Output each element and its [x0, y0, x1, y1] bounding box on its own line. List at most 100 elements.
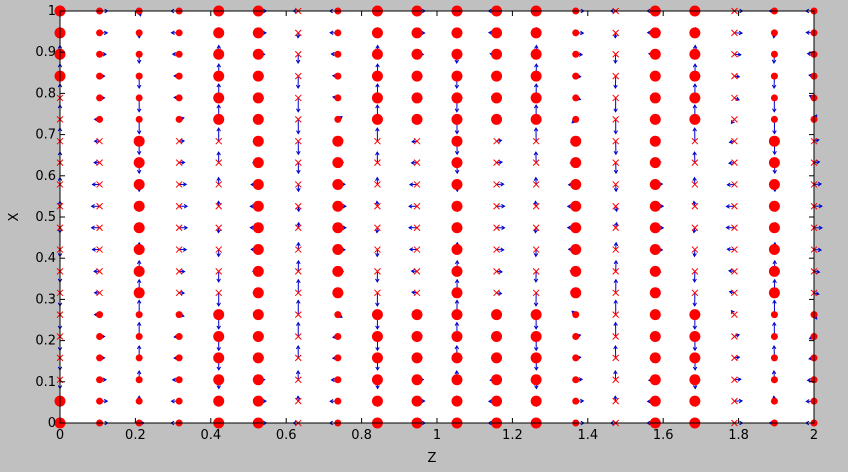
marker-cross-3-11 — [175, 181, 183, 188]
arrow-1-10 — [90, 204, 100, 209]
arrow-19-7 — [813, 269, 821, 274]
marker-dot-12-18 — [530, 27, 542, 39]
marker-small-dot-7-18 — [334, 29, 342, 37]
marker-dot-15-16 — [649, 70, 661, 82]
marker-cross-12-12 — [532, 159, 540, 166]
marker-dot-4-2 — [213, 374, 225, 386]
arrow-3-8 — [179, 247, 188, 252]
marker-dot-16-1 — [689, 395, 701, 407]
arrow-8-10 — [374, 200, 380, 207]
arrow-11-7 — [496, 269, 503, 274]
marker-small-dot-7-4 — [334, 332, 342, 340]
marker-dot-8-18 — [371, 27, 383, 39]
marker-dot-9-16 — [411, 70, 423, 82]
x-tick-label-9: 1.8 — [728, 428, 749, 443]
marker-dot-8-3 — [371, 352, 383, 364]
marker-cross-6-16 — [294, 72, 302, 80]
marker-dot-11-15 — [491, 92, 503, 104]
marker-dot-4-17 — [213, 48, 225, 60]
marker-dot-8-15 — [371, 92, 383, 104]
x-tick-label-8: 1.6 — [653, 428, 674, 443]
marker-small-dot-2-18 — [135, 29, 143, 37]
arrow-6-3 — [295, 344, 301, 358]
arrow-9-10 — [408, 204, 418, 209]
marker-dot-12-5 — [530, 309, 542, 321]
marker-dot-11-18 — [491, 27, 503, 39]
marker-dot-2-6 — [133, 287, 145, 299]
marker-small-dot-13-18 — [572, 29, 580, 37]
marker-dot-5-8 — [252, 244, 264, 256]
marker-small-dot-3-15 — [175, 94, 183, 102]
arrow-1-7 — [93, 269, 100, 274]
marker-dot-13-13 — [570, 135, 582, 147]
marker-cross-3-7 — [175, 268, 183, 275]
marker-dot-5-18 — [252, 27, 264, 39]
marker-dot-8-5 — [371, 309, 383, 321]
marker-dot-16-3 — [689, 352, 701, 364]
marker-cross-6-6 — [294, 289, 302, 297]
marker-cross-1-10 — [96, 202, 103, 210]
marker-dot-7-12 — [332, 157, 344, 169]
x-tick-label-5: 1 — [433, 428, 441, 443]
marker-cross-1-7 — [96, 268, 103, 275]
y-tick-label-5: 0.5 — [35, 210, 56, 225]
marker-cross-4-13 — [215, 137, 223, 145]
marker-dot-5-16 — [252, 70, 264, 82]
y-tick-label-10: 1 — [48, 4, 56, 19]
arrow-12-6 — [533, 292, 539, 307]
arrow-14-8 — [613, 241, 619, 250]
marker-small-dot-18-16 — [770, 72, 778, 80]
marker-cross-8-9 — [374, 224, 381, 232]
marker-dot-4-15 — [213, 92, 225, 104]
marker-dot-16-5 — [689, 309, 701, 321]
marker-dot-15-17 — [649, 48, 661, 60]
marker-cross-16-10 — [691, 202, 699, 210]
marker-dot-10-11 — [451, 178, 463, 190]
marker-small-dot-2-14 — [135, 115, 143, 123]
marker-small-dot-13-14 — [572, 115, 580, 123]
marker-dot-5-14 — [252, 113, 264, 125]
marker-cross-17-7 — [731, 268, 738, 275]
marker-dot-10-5 — [451, 309, 463, 321]
marker-dot-7-13 — [332, 135, 344, 147]
arrow-19-8 — [813, 247, 823, 253]
arrow-14-5 — [613, 299, 618, 315]
marker-dot-15-15 — [649, 92, 661, 104]
marker-dot-10-2 — [451, 374, 463, 386]
arrow-17-11 — [726, 182, 735, 187]
marker-cross-6-1 — [294, 397, 302, 405]
arrow-6-15 — [295, 97, 301, 113]
arrow-1-9 — [90, 225, 100, 230]
marker-cross-14-11 — [612, 181, 620, 188]
arrow-16-7 — [692, 271, 697, 283]
arrow-17-2 — [734, 377, 742, 382]
arrow-12-12 — [533, 151, 539, 163]
marker-small-dot-18-14 — [770, 115, 778, 123]
marker-small-dot-3-1 — [175, 397, 183, 405]
y-tick-label-7: 0.7 — [35, 128, 56, 143]
marker-cross-17-8 — [731, 246, 738, 253]
marker-small-dot-13-4 — [572, 332, 580, 340]
x-tick-label-2: 0.4 — [200, 428, 221, 443]
marker-cross-17-18 — [731, 29, 738, 37]
marker-dot-16-17 — [689, 48, 701, 60]
arrow-9-8 — [408, 247, 418, 252]
marker-dot-5-2 — [252, 374, 264, 386]
marker-dot-15-9 — [649, 222, 661, 234]
arrow-14-4 — [613, 321, 618, 337]
marker-small-dot-2-3 — [135, 354, 143, 362]
marker-cross-17-1 — [731, 397, 738, 405]
marker-dot-15-18 — [649, 27, 661, 39]
marker-dot-13-12 — [570, 157, 582, 169]
arrow-19-12 — [813, 160, 821, 165]
arrow-16-12 — [692, 151, 697, 163]
marker-small-dot-1-17 — [96, 50, 104, 58]
marker-dot-18-11 — [768, 178, 780, 190]
marker-dot-16-14 — [689, 113, 701, 125]
marker-cross-1-8 — [96, 246, 103, 253]
marker-small-dot-2-5 — [135, 311, 143, 319]
marker-cross-9-6 — [413, 289, 421, 297]
marker-dot-11-5 — [491, 309, 503, 321]
marker-dot-5-11 — [252, 178, 264, 190]
marker-small-dot-18-15 — [770, 94, 778, 102]
